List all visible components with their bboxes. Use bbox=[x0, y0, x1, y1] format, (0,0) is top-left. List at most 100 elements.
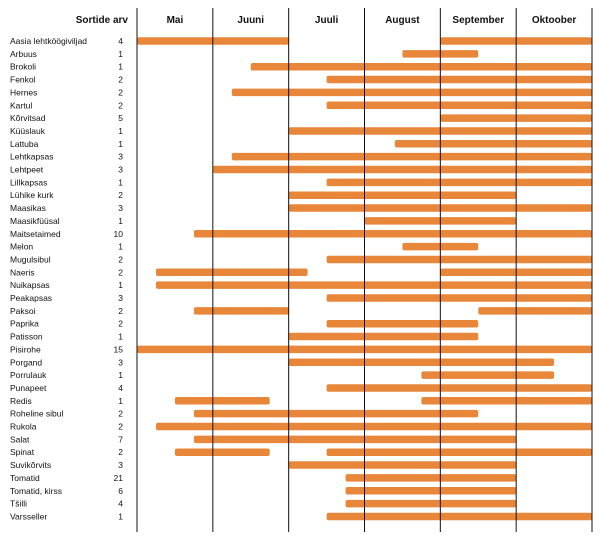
row-label-brokoli: Brokoli bbox=[10, 62, 36, 72]
bar-nuikapsas bbox=[155, 281, 593, 289]
bar-porrulauk bbox=[421, 371, 555, 379]
row-label-korvitsad: Kõrvitsad bbox=[10, 113, 46, 123]
row-label-fenkol: Fenkol bbox=[10, 75, 36, 85]
row-count-tomatid: 21 bbox=[114, 473, 124, 483]
row-label-tomatid-kirss: Tomatid, kirss bbox=[10, 486, 62, 496]
row-count-rukola: 2 bbox=[118, 422, 123, 432]
row-label-pisirohe: Pisirohe bbox=[10, 344, 41, 354]
row-label-naeris: Naeris bbox=[10, 267, 35, 277]
row-count-salat: 7 bbox=[118, 434, 123, 444]
bar-kartul bbox=[326, 101, 592, 109]
row-label-luhike-kurk: Lühike kurk bbox=[10, 190, 54, 200]
row-label-kuuslauk: Küüslauk bbox=[10, 126, 46, 136]
bar-naeris-1 bbox=[155, 268, 308, 277]
row-label-patisson: Patisson bbox=[10, 332, 43, 342]
month-labels: Mai Juuni Juuli August September Oktoober bbox=[167, 15, 577, 26]
bar-suvikorvits bbox=[288, 461, 517, 469]
bar-salat bbox=[193, 435, 517, 444]
month-label-juuli: Juuli bbox=[315, 15, 339, 26]
month-label-august: August bbox=[385, 15, 420, 26]
month-label-mai: Mai bbox=[167, 15, 184, 26]
row-count-melon: 1 bbox=[118, 242, 123, 252]
bar-porgand bbox=[288, 358, 555, 366]
row-label-roheline-sibul: Roheline sibul bbox=[10, 409, 64, 419]
bar-patisson bbox=[288, 332, 479, 341]
row-label-melon: Melon bbox=[10, 242, 33, 252]
month-separators bbox=[136, 8, 593, 532]
row-label-redis: Redis bbox=[10, 396, 32, 406]
count-column-header: Sortide arv bbox=[76, 15, 129, 26]
row-count-punapeet: 4 bbox=[118, 383, 123, 393]
row-count-naeris: 2 bbox=[118, 267, 123, 277]
row-count-porrulauk: 1 bbox=[118, 370, 123, 380]
row-count-maasikfuusal: 1 bbox=[118, 216, 123, 226]
row-label-porrulauk: Porrulauk bbox=[10, 370, 47, 380]
bar-maitsetaimed bbox=[193, 230, 592, 238]
row-count-roheline-sibul: 2 bbox=[118, 409, 123, 419]
bar-brokoli bbox=[250, 62, 592, 71]
chart-header: Sortide arv bbox=[76, 15, 129, 26]
bar-tsilli bbox=[345, 499, 517, 508]
row-count-patisson: 1 bbox=[118, 332, 123, 342]
bar-roheline-sibul bbox=[193, 409, 479, 418]
row-count-paksoi: 2 bbox=[118, 306, 123, 316]
row-count-lillkapsas: 1 bbox=[118, 177, 123, 187]
row-count-maasikas: 3 bbox=[118, 203, 123, 213]
bar-paksoi-1 bbox=[193, 307, 289, 315]
row-count-nuikapsas: 1 bbox=[118, 280, 123, 290]
row-count-redis: 1 bbox=[118, 396, 123, 406]
bar-lattuba bbox=[394, 140, 592, 148]
row-label-nuikapsas: Nuikapsas bbox=[10, 280, 50, 290]
row-count-pisirohe: 15 bbox=[114, 344, 124, 354]
bar-redis-2 bbox=[421, 397, 592, 405]
row-label-porgand: Porgand bbox=[10, 357, 42, 367]
row-count-mugulsibul: 2 bbox=[118, 254, 123, 264]
bar-redis-1 bbox=[174, 397, 270, 405]
row-label-mugulsibul: Mugulsibul bbox=[10, 254, 51, 264]
row-count-tsilli: 4 bbox=[118, 499, 123, 509]
row-label-maasikas: Maasikas bbox=[10, 203, 46, 213]
bar-fenkol bbox=[326, 75, 592, 84]
row-label-varsseller: Varsseller bbox=[10, 511, 47, 521]
row-count-peakapsas: 3 bbox=[118, 293, 123, 303]
row-count-luhike-kurk: 2 bbox=[118, 190, 123, 200]
row-count-lehtpeet: 3 bbox=[118, 165, 123, 175]
row-label-peakapsas: Peakapsas bbox=[10, 293, 52, 303]
row-count-paprika: 2 bbox=[118, 319, 123, 329]
row-labels: Aasia lehtköögiviljad Arbuus Brokoli Fenkol… bbox=[10, 36, 87, 521]
bar-tomatid-kirss bbox=[345, 487, 517, 495]
month-label-oktoober: Oktoober bbox=[532, 15, 577, 26]
count-labels: 4112225113312311012213221153141227232164… bbox=[114, 36, 124, 521]
row-count-aasia-lehtkoogiviljad: 4 bbox=[118, 36, 123, 46]
row-count-porgand: 3 bbox=[118, 357, 123, 367]
row-count-arbuus: 1 bbox=[118, 49, 123, 59]
bar-mugulsibul bbox=[326, 255, 592, 264]
bar-luhike-kurk bbox=[288, 191, 517, 199]
row-label-rukola: Rukola bbox=[10, 422, 37, 432]
bar-peakapsas bbox=[326, 294, 592, 302]
row-label-hernes: Hernes bbox=[10, 87, 37, 97]
bar-rukola bbox=[155, 422, 593, 431]
row-count-kartul: 2 bbox=[118, 100, 123, 110]
row-label-paprika: Paprika bbox=[10, 319, 39, 329]
row-label-arbuus: Arbuus bbox=[10, 49, 37, 59]
bar-paksoi-2 bbox=[478, 307, 592, 315]
row-count-lattuba: 1 bbox=[118, 139, 123, 149]
row-label-paksoi: Paksoi bbox=[10, 306, 36, 316]
row-count-kuuslauk: 1 bbox=[118, 126, 123, 136]
bar-punapeet bbox=[326, 384, 592, 392]
bar-varsseller bbox=[326, 512, 592, 521]
row-label-maasikfuusal: Maasikfüüsal bbox=[10, 216, 60, 226]
row-label-tomatid: Tomatid bbox=[10, 473, 40, 483]
row-count-varsseller: 1 bbox=[118, 511, 123, 521]
row-label-salat: Salat bbox=[10, 434, 30, 444]
row-label-aasia-lehtkoogiviljad: Aasia lehtköögiviljad bbox=[10, 36, 87, 46]
bar-spinat-2 bbox=[326, 448, 592, 456]
row-label-tsilli: Tšilli bbox=[10, 499, 27, 509]
month-label-september: September bbox=[452, 15, 504, 26]
row-count-suvikorvits: 3 bbox=[118, 460, 123, 470]
row-label-lehtpeet: Lehtpeet bbox=[10, 165, 44, 175]
row-count-korvitsad: 5 bbox=[118, 113, 123, 123]
row-count-maitsetaimed: 10 bbox=[114, 229, 124, 239]
